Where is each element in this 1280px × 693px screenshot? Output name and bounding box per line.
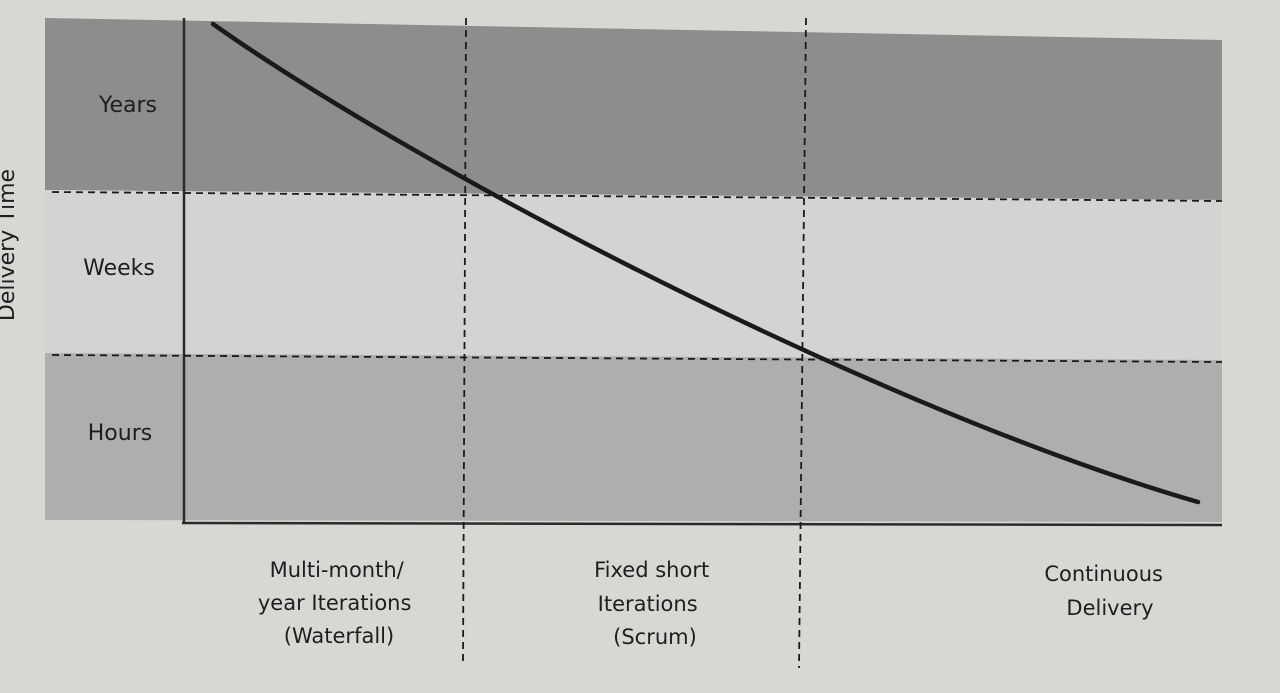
column-label-waterfall-line-2: year Iterations (258, 591, 412, 615)
column-label-continuous: Continuous Delivery (1044, 562, 1169, 620)
divider-years-weeks (51, 191, 1223, 202)
band-years (45, 18, 1222, 200)
column-label-waterfall-line-3: (Waterfall) (284, 624, 394, 648)
band-label-years: Years (98, 93, 157, 118)
column-label-continuous-line-1: Continuous (1044, 562, 1163, 586)
divider-weeks-hours (51, 354, 1223, 363)
band-label-hours: Hours (88, 421, 152, 446)
column-label-scrum: Fixed short Iterations (Scrum) (594, 558, 716, 649)
column-label-scrum-line-2: Iterations (598, 592, 698, 616)
x-axis (181, 521, 1223, 527)
column-label-waterfall: Multi-month/ year Iterations (Waterfall) (258, 558, 418, 648)
column-label-continuous-line-2: Delivery (1066, 596, 1153, 620)
band-label-weeks: Weeks (83, 256, 155, 281)
y-axis-label: Delivery Time (0, 169, 20, 321)
band-hours (45, 353, 1222, 522)
column-label-scrum-line-1: Fixed short (594, 558, 709, 582)
column-label-waterfall-line-1: Multi-month/ (270, 558, 405, 582)
column-label-scrum-line-3: (Scrum) (613, 625, 697, 649)
band-weeks (45, 190, 1222, 360)
delivery-time-curve (210, 21, 1201, 505)
divider-scrum-continuous (798, 17, 807, 669)
